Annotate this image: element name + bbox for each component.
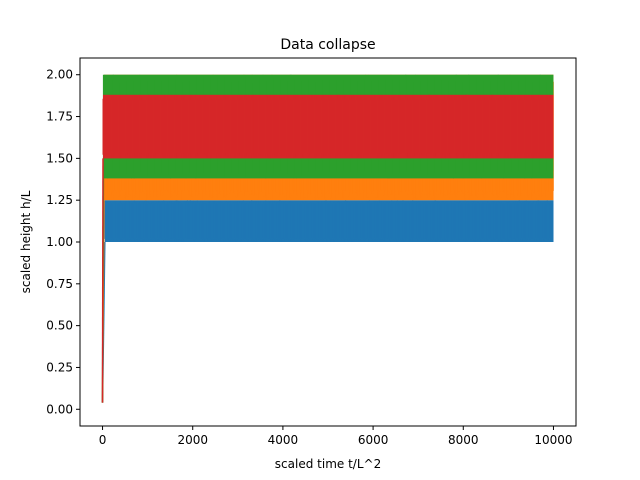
y-tick-label: 0.00: [46, 402, 73, 416]
y-tick-label: 1.75: [46, 110, 73, 124]
y-tick-label: 1.25: [46, 193, 73, 207]
series-4: [101, 94, 554, 403]
y-tick-label: 1.00: [46, 235, 73, 249]
series-1: [101, 200, 554, 403]
y-tick-label: 1.50: [46, 151, 73, 165]
x-tick-label: 6000: [358, 433, 389, 447]
x-tick-label: 0: [99, 433, 107, 447]
chart-title: Data collapse: [280, 37, 375, 53]
x-tick-label: 10000: [534, 433, 572, 447]
y-tick-label: 2.00: [46, 68, 73, 82]
x-tick-label: 8000: [448, 433, 479, 447]
series-4-texture: [102, 94, 553, 159]
series-1-texture: [104, 200, 554, 242]
x-axis-title: scaled time t/L^2: [275, 457, 381, 471]
x-tick-label: 2000: [177, 433, 208, 447]
plot-frame: [79, 57, 577, 427]
series-layer: [101, 74, 554, 403]
series-4-ramp: [101, 158, 104, 403]
y-axis-title: scaled height h/L: [19, 190, 33, 293]
x-tick-label: 4000: [268, 433, 299, 447]
y-tick-label: 0.75: [46, 277, 73, 291]
y-tick-label: 0.25: [46, 360, 73, 374]
axes-layer: 0 2000 4000 6000 8000 10000 0.00 0.25 0.50 0.75 1.…: [46, 68, 572, 447]
y-tick-label: 0.50: [46, 319, 73, 333]
